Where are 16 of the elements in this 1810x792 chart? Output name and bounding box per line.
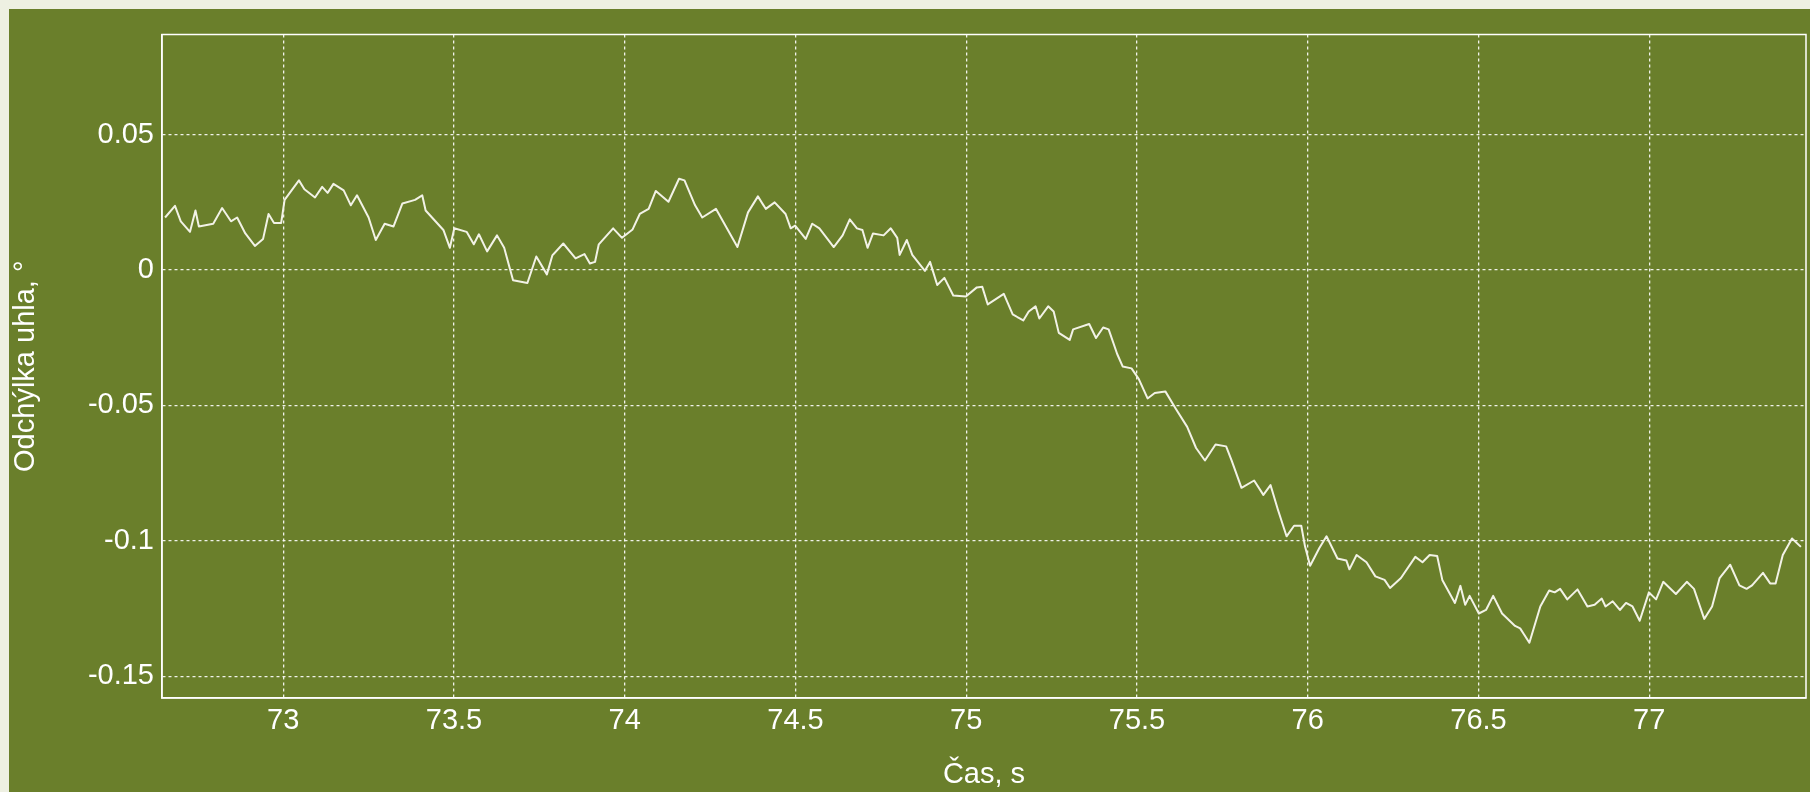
y-axis-title: Odchýlka uhla, ° <box>8 260 41 472</box>
x-tick-label: 73.5 <box>425 703 483 736</box>
y-tick-label: 0 <box>137 252 154 285</box>
x-tick-label: 76.5 <box>1450 703 1507 736</box>
x-tick-label: 77 <box>1633 703 1666 736</box>
x-tick-label: 74 <box>608 703 641 736</box>
y-tick-label: 0.05 <box>97 116 154 149</box>
x-tick-label: 73 <box>267 703 300 736</box>
x-tick-label: 75.5 <box>1108 703 1166 736</box>
x-tick-label: 76 <box>1291 703 1324 736</box>
y-tick-label: -0.15 <box>87 658 154 691</box>
y-tick-label: -0.05 <box>87 387 154 420</box>
x-tick-label: 75 <box>950 703 983 736</box>
x-tick-label: 74.5 <box>767 703 824 736</box>
x-axis-title: Čas, s <box>942 755 1026 789</box>
y-tick-label: -0.1 <box>104 522 154 555</box>
